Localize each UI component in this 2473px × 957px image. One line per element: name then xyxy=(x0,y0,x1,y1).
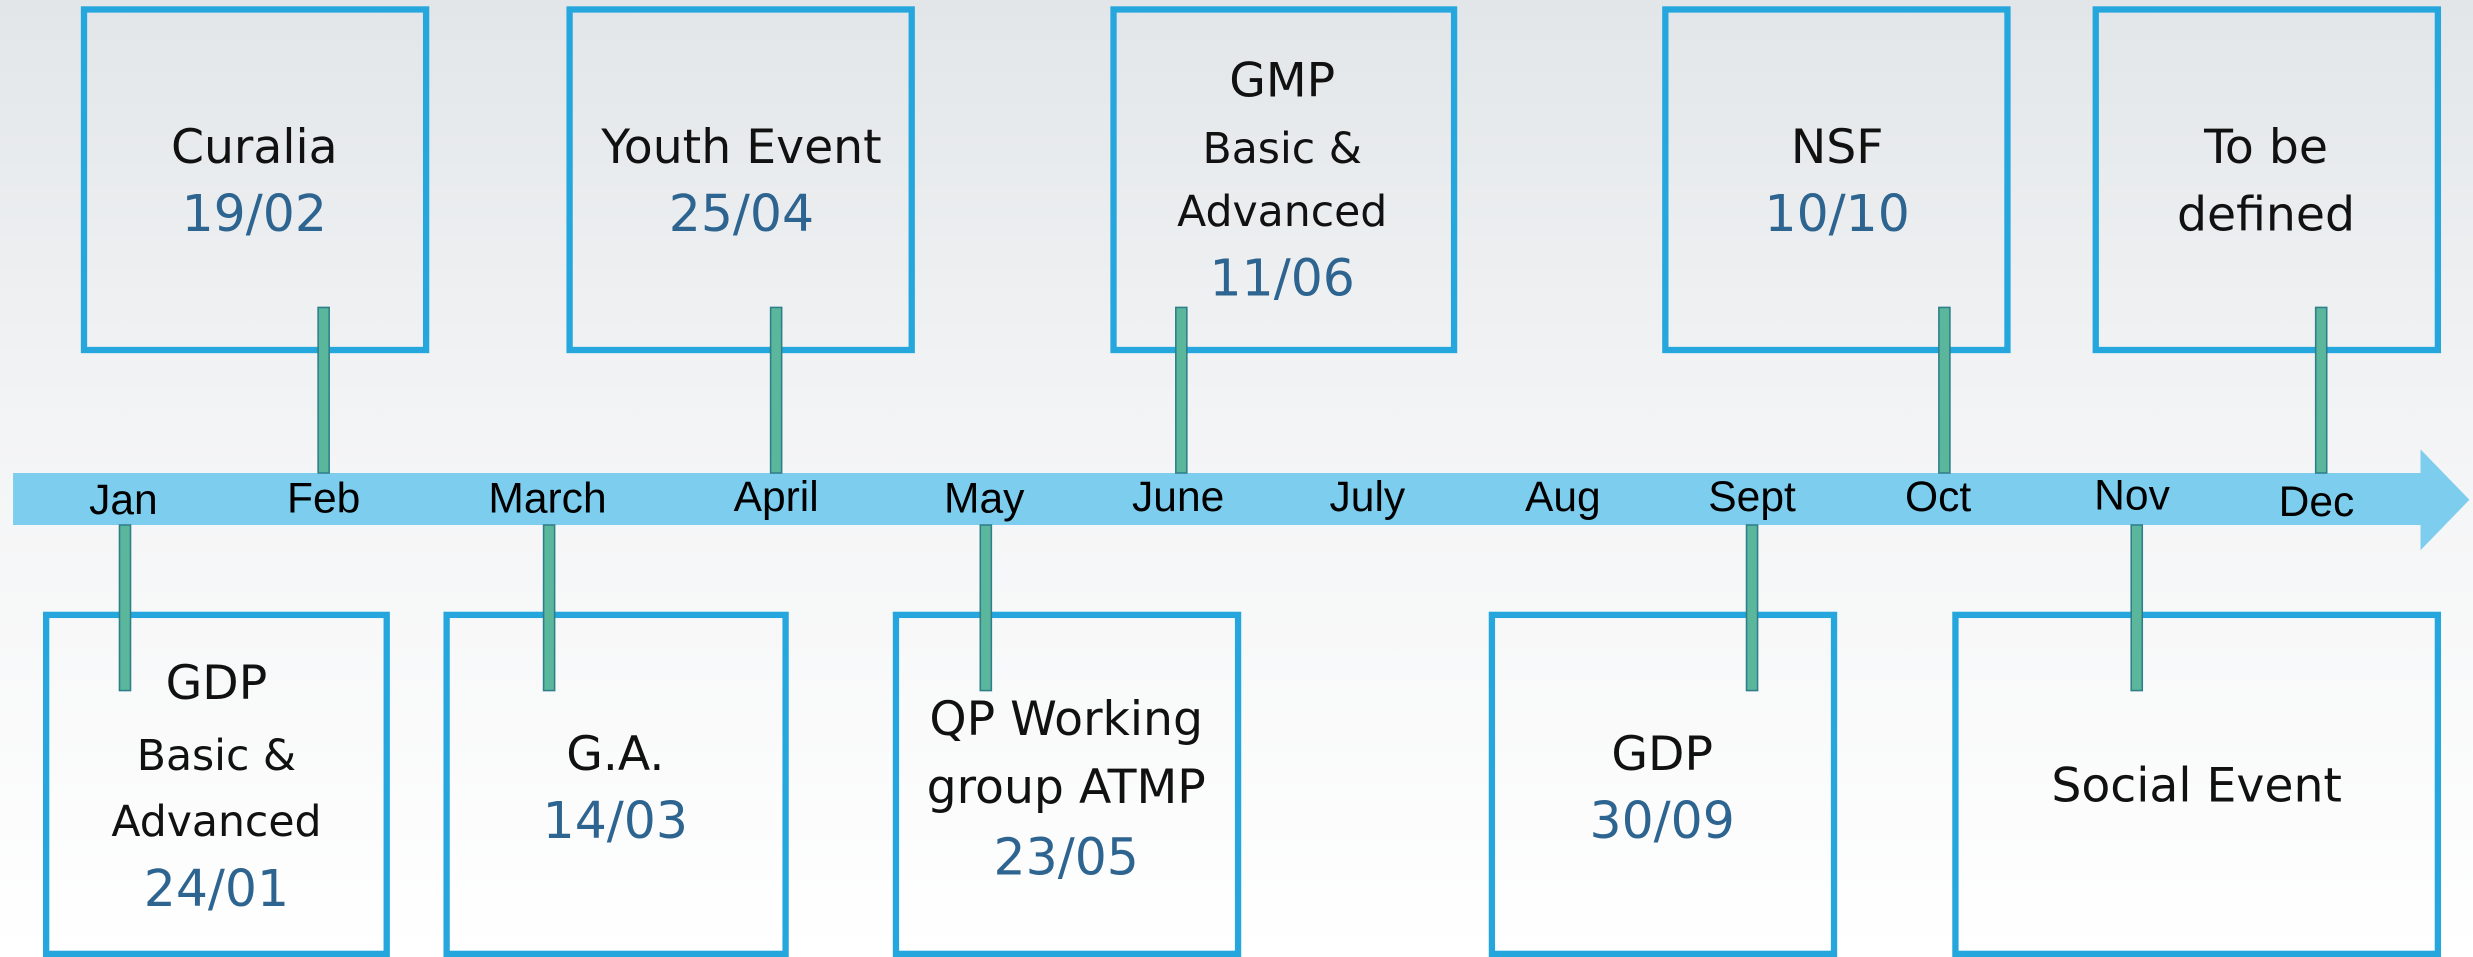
event-date: 24/01 xyxy=(144,859,289,918)
event-card: GMP Basic & Advanced 11/06 xyxy=(1110,6,1458,354)
connector xyxy=(542,524,556,692)
connector xyxy=(769,306,783,474)
event-title: NSF xyxy=(1791,120,1884,175)
event-title: GDP xyxy=(1611,727,1713,782)
connector xyxy=(2314,306,2328,474)
event-date: 10/10 xyxy=(1765,184,1910,243)
event-box xyxy=(892,611,1242,957)
event-title: Youth Event xyxy=(600,120,881,175)
event-title: To be xyxy=(2203,120,2328,175)
event-title: group ATMP xyxy=(927,760,1206,815)
event-card: NSF 10/10 xyxy=(1662,6,2011,354)
event-box xyxy=(566,6,915,354)
event-date: 25/04 xyxy=(669,184,814,243)
event-card: GDP Basic & Advanced 24/01 xyxy=(43,611,390,957)
month-label: Sept xyxy=(1708,473,1796,521)
event-box xyxy=(1952,611,2442,957)
month-label: April xyxy=(734,473,819,521)
event-card: QP Working group ATMP 23/05 xyxy=(892,611,1242,957)
month-label: May xyxy=(944,475,1025,523)
event-box xyxy=(1662,6,2011,354)
event-box xyxy=(43,611,390,957)
connector xyxy=(1745,524,1759,692)
month-label: June xyxy=(1132,473,1224,521)
connector xyxy=(118,524,132,692)
month-label: March xyxy=(488,475,606,523)
event-box xyxy=(1488,611,1838,957)
event-date: 14/03 xyxy=(543,791,688,850)
event-card: To be defined xyxy=(2092,6,2442,354)
timeline-arrow xyxy=(13,449,2470,551)
event-card: G.A. 14/03 xyxy=(443,611,789,957)
event-title: G.A. xyxy=(566,727,664,782)
connector xyxy=(2130,524,2144,692)
month-label: Feb xyxy=(287,475,360,523)
event-card: Curalia 19/02 xyxy=(80,6,430,354)
event-title: defined xyxy=(2177,188,2355,243)
event-box xyxy=(2092,6,2442,354)
month-label: Dec xyxy=(2279,478,2355,526)
event-title: Basic & xyxy=(137,731,296,781)
event-title: Curalia xyxy=(171,120,338,175)
event-box xyxy=(1110,6,1458,354)
month-label: Jan xyxy=(89,476,158,524)
event-title: Advanced xyxy=(1177,187,1387,237)
connector xyxy=(317,306,330,474)
month-label: July xyxy=(1330,473,1406,521)
connector xyxy=(1938,306,1951,474)
month-label: Aug xyxy=(1525,473,1601,521)
connector xyxy=(1175,306,1188,474)
event-title: Basic & xyxy=(1203,124,1362,174)
event-title: Advanced xyxy=(111,797,321,847)
event-card: GDP 30/09 xyxy=(1488,611,1838,957)
connector xyxy=(979,524,993,692)
event-title: GMP xyxy=(1229,54,1335,109)
event-title: Social Event xyxy=(2051,758,2342,813)
month-label: Oct xyxy=(1905,473,1971,521)
event-title: GDP xyxy=(166,656,268,711)
event-title: QP Working xyxy=(929,692,1203,747)
event-date: 23/05 xyxy=(994,827,1139,886)
event-date: 11/06 xyxy=(1210,249,1355,308)
event-card: Youth Event 25/04 xyxy=(566,6,915,354)
event-card: Social Event xyxy=(1952,611,2442,957)
month-label: Nov xyxy=(2094,471,2170,519)
event-box xyxy=(443,611,789,957)
event-date: 19/02 xyxy=(182,184,327,243)
event-date: 30/09 xyxy=(1590,791,1735,850)
event-box xyxy=(80,6,430,354)
